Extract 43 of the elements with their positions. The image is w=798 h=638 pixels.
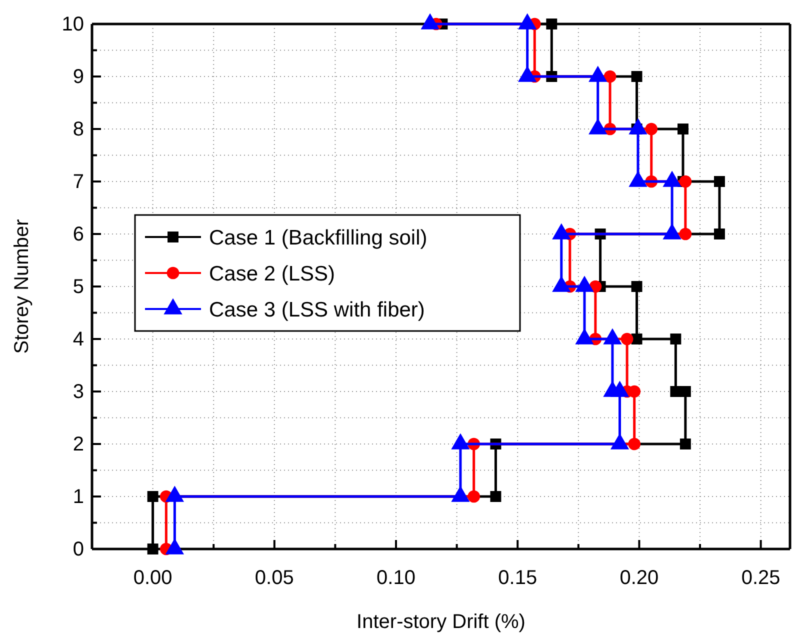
point — [714, 176, 725, 187]
point — [679, 228, 692, 240]
point — [147, 491, 158, 502]
point — [631, 71, 642, 82]
point — [680, 386, 691, 397]
point — [670, 386, 682, 397]
point — [714, 228, 725, 240]
legend-label: Case 2 (LSS) — [209, 262, 336, 286]
x-tick-label: 0.15 — [498, 567, 538, 589]
y-tick-label: 10 — [62, 13, 84, 36]
point — [670, 334, 682, 344]
x-tick-label: 0.05 — [254, 567, 294, 589]
y-tick-label: 0 — [72, 538, 84, 560]
point — [604, 70, 616, 83]
x-tick-label: 0.20 — [620, 567, 659, 589]
point — [620, 332, 634, 346]
y-tick-label: 1 — [72, 486, 84, 508]
y-tick-label: 2 — [72, 433, 84, 456]
y-tick-label: 5 — [72, 276, 84, 298]
point — [680, 438, 691, 450]
x-tick-label: 0.10 — [376, 567, 416, 589]
point — [490, 491, 502, 502]
point — [631, 281, 642, 292]
point — [628, 438, 641, 450]
point — [147, 544, 158, 554]
y-tick-label: 4 — [72, 328, 84, 350]
legend-label: Case 1 (Backfilling soil) — [209, 226, 428, 250]
y-tick-label: 9 — [72, 66, 84, 88]
x-axis-title: Inter-story Drift (%) — [356, 611, 526, 633]
y-tick-label: 3 — [72, 380, 84, 403]
point — [546, 18, 558, 30]
legend-label: Case 3 (LSS with fiber) — [209, 298, 425, 322]
point — [678, 124, 688, 134]
y-tick-label: 6 — [72, 223, 84, 246]
point — [631, 334, 642, 344]
x-tick-label: 0.00 — [133, 567, 172, 589]
point — [468, 490, 480, 503]
point — [645, 122, 658, 136]
x-tick-label: 0.25 — [741, 567, 780, 589]
point — [679, 175, 692, 188]
y-tick-label: 8 — [72, 118, 84, 140]
y-axis-title: Storey Number — [11, 218, 33, 354]
y-tick-label: 7 — [72, 170, 84, 193]
